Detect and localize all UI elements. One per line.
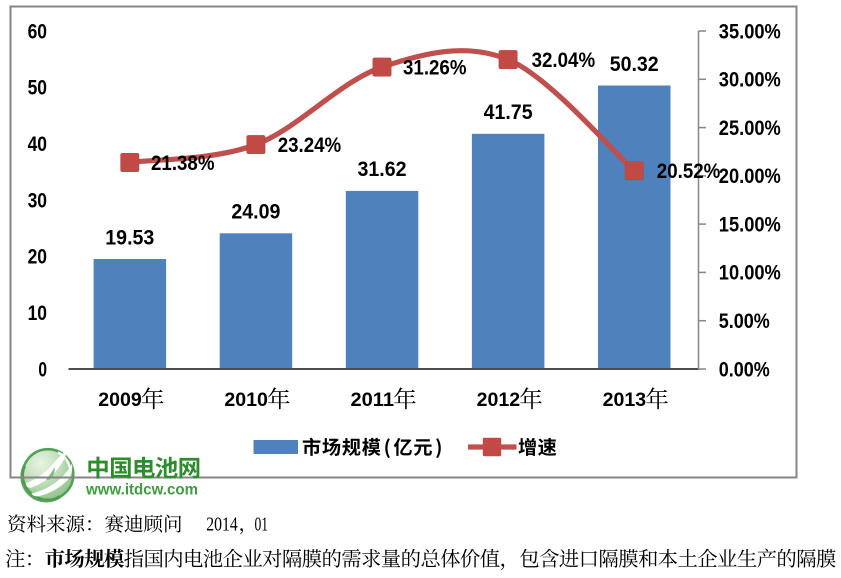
svg-text:10.00%: 10.00%	[719, 262, 781, 285]
svg-text:50: 50	[28, 77, 47, 100]
svg-text:10: 10	[28, 302, 47, 325]
svg-text:01: 01	[255, 515, 269, 536]
svg-text:21.38%: 21.38%	[151, 152, 215, 175]
svg-text:30: 30	[28, 189, 47, 212]
svg-text:30.00%: 30.00%	[719, 69, 781, 92]
svg-text:0.00%: 0.00%	[719, 358, 770, 381]
svg-text:2012: 2012	[477, 389, 521, 411]
svg-text:32.04%: 32.04%	[532, 49, 596, 72]
svg-text:31.62: 31.62	[358, 157, 407, 181]
svg-text:20.00%: 20.00%	[719, 165, 781, 188]
svg-text:2011: 2011	[351, 389, 395, 411]
svg-text:19.53: 19.53	[105, 225, 154, 249]
svg-text:5.00%: 5.00%	[719, 310, 770, 333]
svg-text:2010: 2010	[224, 389, 268, 411]
svg-text:35.00%: 35.00%	[719, 20, 781, 43]
svg-text:0: 0	[38, 358, 47, 381]
svg-text:25.00%: 25.00%	[719, 117, 781, 140]
svg-text:31.26%: 31.26%	[403, 57, 467, 80]
svg-text:60: 60	[28, 20, 47, 43]
svg-text:50.32: 50.32	[610, 52, 659, 76]
svg-text:2013: 2013	[603, 389, 647, 411]
svg-text:2009: 2009	[98, 389, 142, 411]
svg-text:23.24%: 23.24%	[278, 134, 342, 157]
svg-text:20.52%: 20.52%	[657, 160, 721, 183]
svg-text:41.75: 41.75	[484, 100, 533, 124]
svg-text:2014: 2014	[206, 515, 238, 536]
svg-text:20: 20	[28, 246, 47, 269]
svg-text:24.09: 24.09	[231, 200, 280, 224]
svg-text:15.00%: 15.00%	[719, 213, 781, 236]
svg-text:www.itdcw.com: www.itdcw.com	[85, 482, 198, 499]
svg-text:40: 40	[28, 133, 47, 156]
